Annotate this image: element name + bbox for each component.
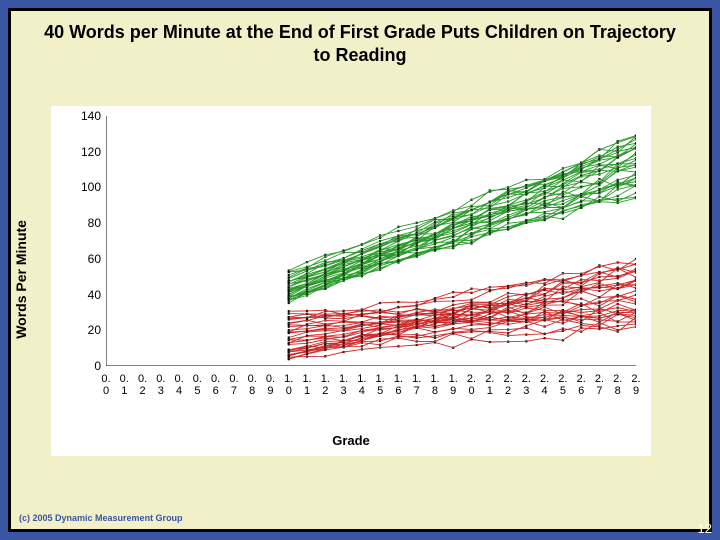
x-tick: 0.0 (101, 373, 110, 397)
x-tick: 2.0 (467, 373, 476, 397)
y-tick: 100 (71, 180, 101, 194)
x-tick: 2.8 (613, 373, 622, 397)
chart-area: Words Per Minute 020406080100120140 0.00… (51, 106, 651, 456)
slide-panel: 40 Words per Minute at the End of First … (8, 8, 712, 532)
x-tick: 0.3 (156, 373, 165, 397)
copyright-footer: (c) 2005 Dynamic Measurement Group (19, 513, 183, 523)
y-tick: 60 (71, 252, 101, 266)
x-tick: 1.5 (376, 373, 385, 397)
slide-frame: 40 Words per Minute at the End of First … (0, 0, 720, 540)
x-tick: 1.7 (412, 373, 421, 397)
x-tick: 0.4 (175, 373, 184, 397)
x-tick: 2.6 (577, 373, 586, 397)
x-tick: 2.9 (631, 373, 640, 397)
slide-title: 40 Words per Minute at the End of First … (11, 11, 709, 70)
x-tick: 0.9 (266, 373, 275, 397)
x-tick: 2.3 (522, 373, 531, 397)
x-tick: 1.4 (357, 373, 366, 397)
x-tick: 0.2 (138, 373, 147, 397)
x-tick: 1.0 (284, 373, 293, 397)
y-tick: 120 (71, 145, 101, 159)
x-axis-label: Grade (51, 433, 651, 448)
plot-svg (106, 116, 636, 366)
y-tick: 140 (71, 109, 101, 123)
x-tick: 0.6 (211, 373, 220, 397)
y-tick: 20 (71, 323, 101, 337)
x-tick: 2.5 (558, 373, 567, 397)
x-tick: 2.4 (540, 373, 549, 397)
x-tick: 1.3 (339, 373, 348, 397)
x-tick: 0.1 (120, 373, 129, 397)
x-tick: 1.9 (449, 373, 458, 397)
x-tick: 2.2 (503, 373, 512, 397)
x-tick: 0.8 (248, 373, 257, 397)
x-tick: 0.7 (229, 373, 238, 397)
x-tick: 1.6 (394, 373, 403, 397)
x-tick: 1.2 (321, 373, 330, 397)
y-tick: 40 (71, 288, 101, 302)
x-tick-labels: 0.00.10.20.30.40.50.60.70.80.91.01.11.21… (106, 371, 636, 416)
x-tick: 0.5 (193, 373, 202, 397)
y-axis-label: Words Per Minute (13, 220, 29, 339)
y-tick: 0 (71, 359, 101, 373)
x-tick: 1.1 (302, 373, 311, 397)
x-tick: 2.7 (595, 373, 604, 397)
y-tick: 80 (71, 216, 101, 230)
x-tick: 2.1 (485, 373, 494, 397)
slide-number: 12 (698, 521, 712, 536)
x-tick: 1.8 (430, 373, 439, 397)
